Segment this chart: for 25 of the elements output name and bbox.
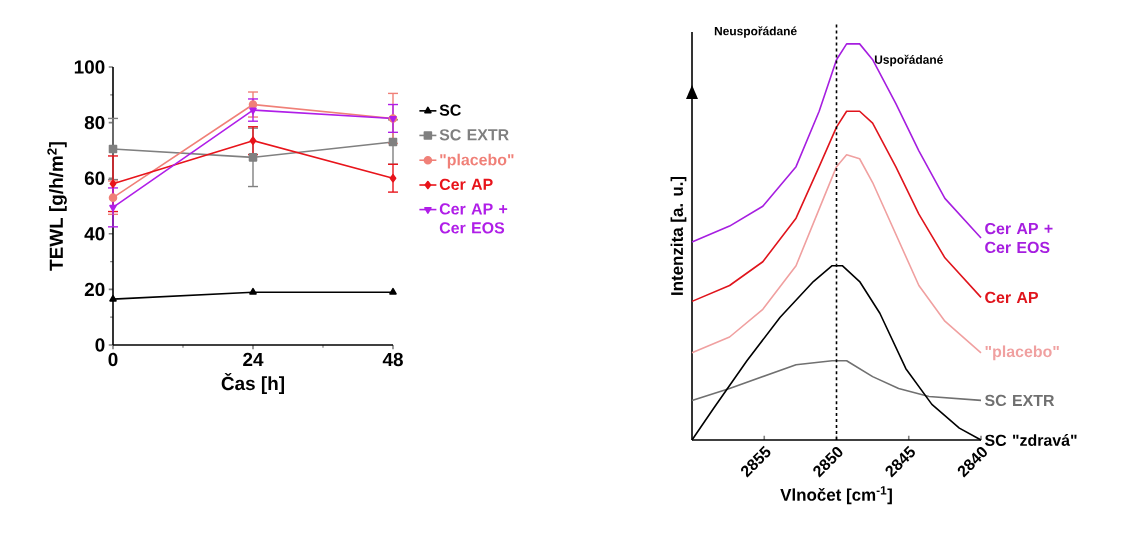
legend-label: Cer AP + Cer EOS [439,203,508,234]
series-label: SC EXTR [984,394,1055,407]
series-label: "placebo" [985,345,1059,361]
legend-label: SC [439,104,461,116]
y-tick-label: 20 [84,282,105,297]
x-axis-title: Čas [h] [221,373,284,394]
series-label: Cer AP [985,291,1038,304]
y-tick-label: 60 [84,171,105,185]
y-tick-label: 80 [84,115,105,130]
y-tick-label: 0 [95,338,105,352]
x-tick-label: 24 [243,352,264,366]
legend-label: Cer AP [439,178,493,190]
x-tick-label: 0 [108,352,118,367]
x-tick-label: 48 [382,352,403,367]
y-tick-label: 100 [74,60,105,74]
series-label: SC "zdravá" [984,434,1077,446]
y-axis-title: Intenzita [a. u.] [670,176,687,295]
y-tick-label: 40 [84,227,105,241]
x-axis-title: Vlnočet [cm$^{-1}$] [780,486,892,505]
legend-label: "placebo" [440,153,514,169]
text: Neuspořádané [714,26,797,38]
series-label: Cer AP + Cer EOS [985,222,1053,254]
legend-label: SC EXTR [439,129,509,141]
y-axis-title: TEWL [g/h/m$^{2}$] [47,142,67,271]
annotation: Uspořádané [874,54,943,67]
